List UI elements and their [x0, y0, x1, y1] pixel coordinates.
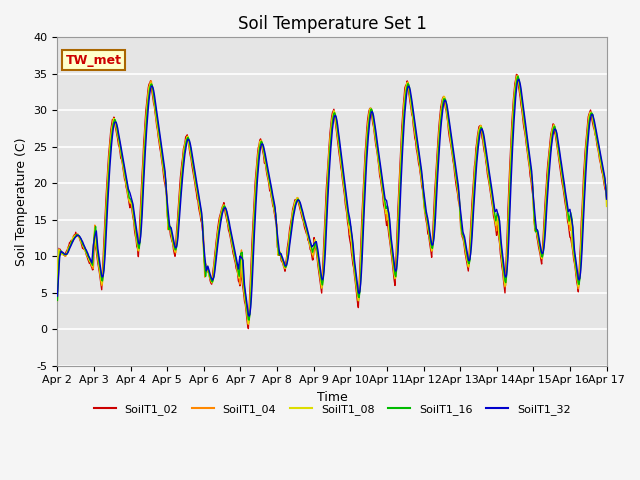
SoilT1_16 — [120, 163, 128, 169]
SoilT1_02 — [54, 244, 61, 250]
SoilT1_02 — [120, 171, 128, 177]
SoilT1_04 — [244, 322, 252, 327]
SoilT1_32 — [415, 152, 423, 157]
Legend: SoilT1_02, SoilT1_04, SoilT1_08, SoilT1_16, SoilT1_32: SoilT1_02, SoilT1_04, SoilT1_08, SoilT1_… — [89, 399, 575, 419]
SoilT1_04 — [176, 194, 184, 200]
SoilT1_16 — [245, 317, 253, 323]
SoilT1_02 — [399, 102, 407, 108]
SoilT1_08 — [120, 167, 128, 172]
SoilT1_32 — [515, 76, 523, 82]
SoilT1_02 — [415, 164, 423, 169]
SoilT1_08 — [54, 280, 61, 286]
SoilT1_02 — [244, 326, 252, 332]
SoilT1_08 — [244, 321, 252, 327]
SoilT1_04 — [603, 189, 611, 194]
SoilT1_04 — [63, 250, 71, 255]
SoilT1_04 — [415, 160, 423, 166]
SoilT1_32 — [176, 213, 184, 219]
SoilT1_16 — [205, 268, 212, 274]
SoilT1_32 — [399, 133, 407, 139]
SoilT1_08 — [63, 248, 71, 254]
SoilT1_02 — [205, 270, 212, 276]
SoilT1_04 — [205, 270, 212, 276]
Text: TW_met: TW_met — [66, 54, 122, 67]
SoilT1_16 — [176, 204, 184, 210]
SoilT1_16 — [63, 251, 71, 257]
SoilT1_08 — [176, 194, 184, 200]
SoilT1_16 — [399, 121, 407, 127]
Line: SoilT1_16: SoilT1_16 — [58, 76, 607, 320]
SoilT1_08 — [513, 73, 521, 79]
SoilT1_02 — [63, 247, 71, 252]
SoilT1_08 — [415, 160, 423, 166]
SoilT1_02 — [513, 72, 520, 77]
Line: SoilT1_04: SoilT1_04 — [58, 75, 607, 324]
SoilT1_16 — [514, 73, 522, 79]
SoilT1_32 — [120, 160, 128, 166]
Line: SoilT1_08: SoilT1_08 — [58, 76, 607, 324]
Y-axis label: Soil Temperature (C): Soil Temperature (C) — [15, 137, 28, 266]
SoilT1_16 — [415, 156, 423, 162]
Title: Soil Temperature Set 1: Soil Temperature Set 1 — [237, 15, 426, 33]
SoilT1_16 — [54, 298, 61, 303]
SoilT1_08 — [399, 111, 407, 117]
SoilT1_16 — [603, 196, 611, 202]
SoilT1_04 — [120, 167, 128, 173]
Line: SoilT1_02: SoilT1_02 — [58, 74, 607, 329]
SoilT1_04 — [513, 72, 521, 78]
SoilT1_32 — [603, 196, 611, 202]
SoilT1_04 — [399, 112, 407, 118]
SoilT1_08 — [205, 271, 212, 276]
SoilT1_32 — [245, 313, 253, 319]
SoilT1_04 — [54, 298, 61, 303]
SoilT1_32 — [205, 266, 212, 272]
Line: SoilT1_32: SoilT1_32 — [58, 79, 607, 316]
X-axis label: Time: Time — [317, 391, 348, 404]
SoilT1_02 — [603, 194, 611, 200]
SoilT1_02 — [176, 187, 184, 193]
SoilT1_32 — [63, 251, 71, 256]
SoilT1_32 — [54, 293, 61, 299]
SoilT1_08 — [603, 204, 611, 209]
